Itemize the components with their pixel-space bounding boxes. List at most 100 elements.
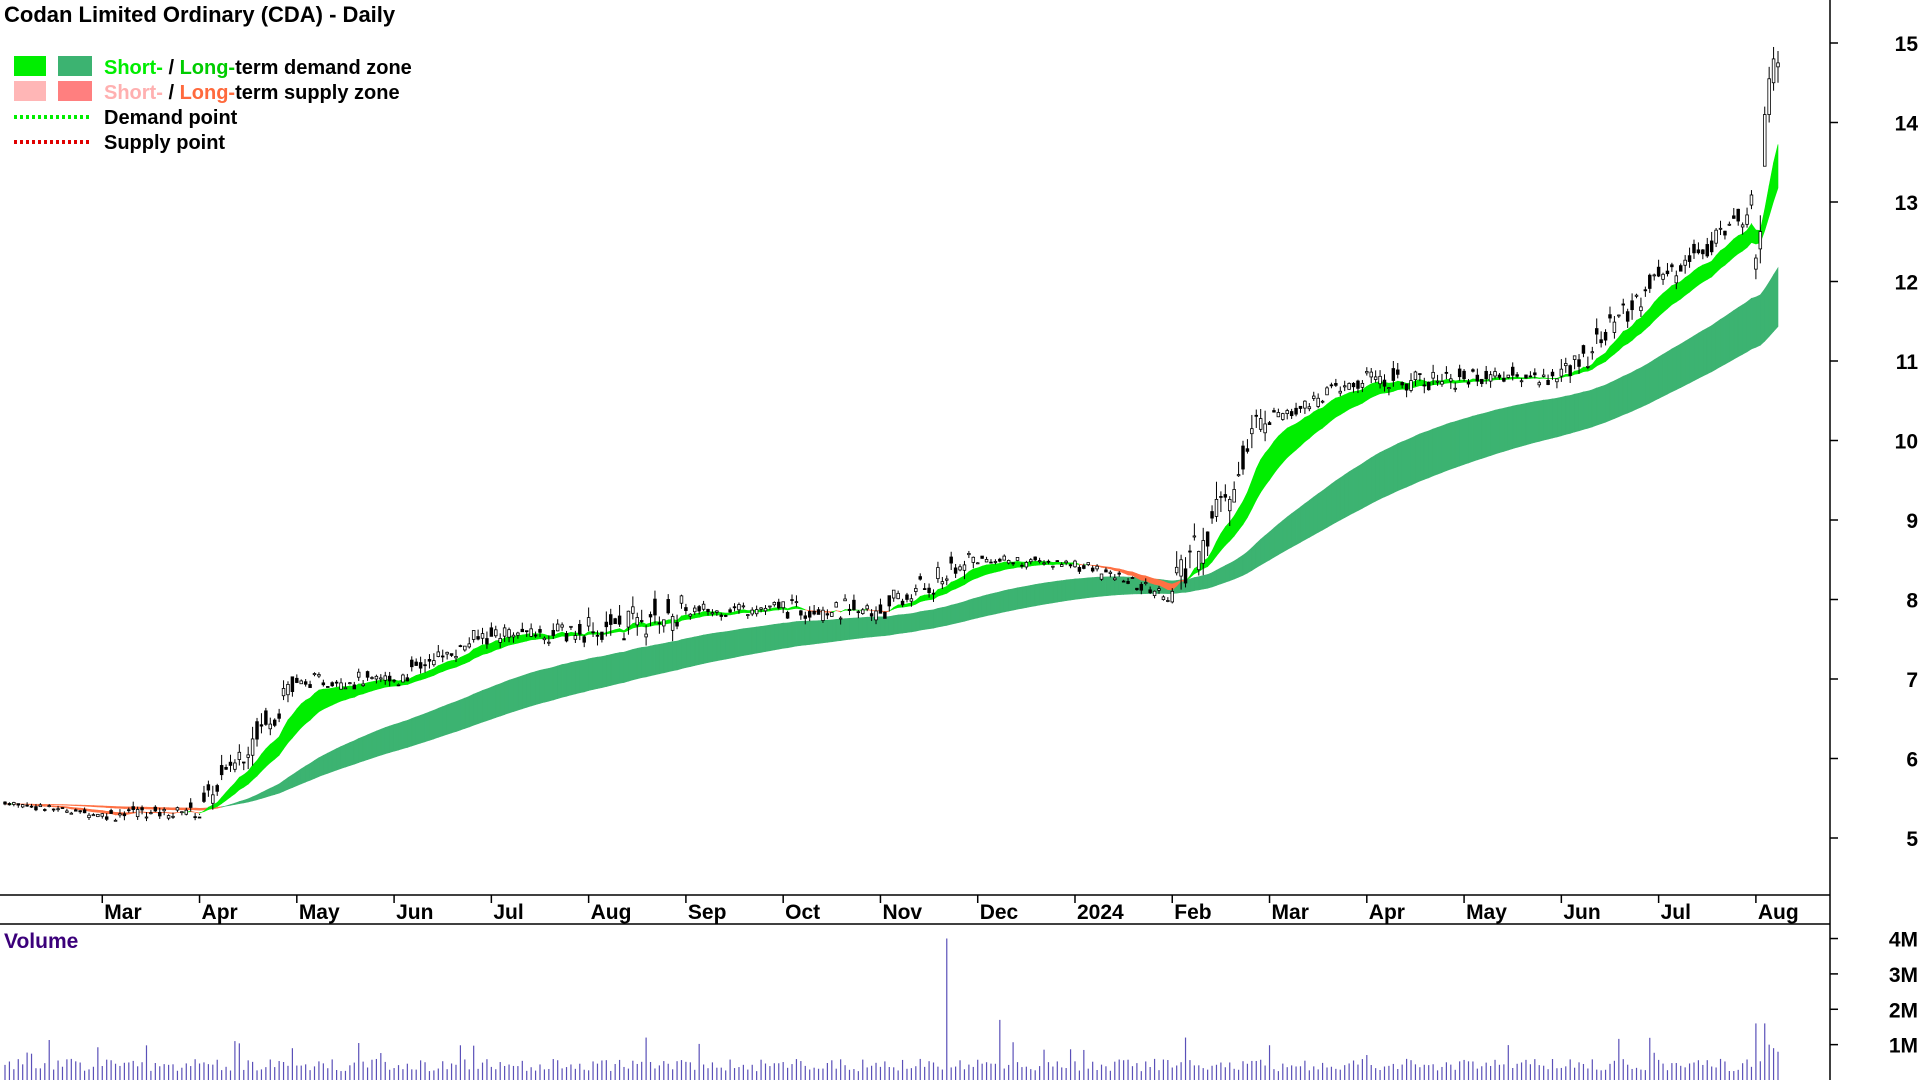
short-term-zone-segment	[1323, 404, 1327, 428]
long-term-zone-segment	[292, 772, 296, 788]
candle-body	[570, 626, 573, 627]
long-term-zone-segment	[1725, 314, 1729, 365]
long-term-zone-segment	[1035, 584, 1039, 606]
long-term-zone-segment	[814, 621, 818, 644]
candle-body	[322, 683, 325, 685]
long-term-zone-segment	[805, 621, 809, 645]
candle-body	[1697, 250, 1700, 253]
candle-body	[857, 612, 860, 613]
short-term-zone-segment	[1239, 501, 1243, 530]
candle-body	[1591, 352, 1594, 353]
candle-body	[1666, 271, 1669, 274]
candle-body	[1635, 295, 1638, 296]
long-term-zone-segment	[1358, 464, 1362, 511]
long-term-zone-segment	[673, 641, 677, 671]
long-term-zone-segment	[93, 806, 97, 807]
volume-tick-label: 2M	[1889, 999, 1918, 1022]
long-term-zone-segment	[1274, 524, 1278, 557]
long-term-zone-segment	[1694, 333, 1698, 380]
short-term-zone-segment	[412, 675, 416, 682]
short-term-zone-segment	[491, 641, 495, 652]
candle-body	[1746, 215, 1749, 224]
long-term-zone-segment	[1460, 419, 1464, 466]
long-term-zone-segment	[1243, 552, 1247, 575]
long-term-zone-segment	[301, 766, 305, 784]
candle-body	[530, 629, 533, 637]
long-term-zone-segment	[98, 806, 102, 807]
long-term-zone-segment	[757, 626, 761, 653]
candle-body	[1401, 382, 1404, 384]
short-term-zone-segment	[1495, 378, 1499, 380]
short-term-zone-segment	[456, 657, 460, 667]
short-term-zone-segment	[328, 688, 332, 707]
long-term-zone-segment	[1530, 402, 1534, 444]
long-term-zone-segment	[1102, 577, 1106, 596]
long-term-zone-segment	[1314, 494, 1318, 535]
short-term-zone-segment	[376, 680, 380, 689]
long-term-zone-segment	[1729, 310, 1733, 361]
long-term-zone-segment	[1747, 298, 1751, 351]
candle-body	[508, 630, 511, 638]
candle-body	[167, 816, 170, 819]
long-term-zone-segment	[1000, 591, 1004, 613]
candle-body	[127, 810, 130, 811]
short-term-zone-segment	[1283, 428, 1287, 462]
candle-body	[1467, 382, 1470, 384]
long-term-zone-segment	[1420, 432, 1424, 481]
short-term-zone-segment	[1305, 415, 1309, 441]
candle-body	[30, 806, 33, 807]
short-term-zone-segment	[1340, 395, 1344, 415]
long-term-zone-segment	[1371, 455, 1375, 503]
legend-entry-part: Long-	[180, 57, 236, 79]
candle-body	[662, 620, 665, 626]
candle-body	[1419, 374, 1422, 375]
long-term-zone-segment	[257, 793, 261, 800]
short-term-zone-segment	[1659, 293, 1663, 316]
short-term-zone-segment	[695, 613, 699, 618]
long-term-zone-segment	[832, 619, 836, 641]
short-term-zone-segment	[1331, 398, 1335, 420]
long-term-zone-segment	[898, 615, 902, 634]
long-term-zone-segment	[1561, 396, 1565, 436]
candle-body	[817, 610, 820, 615]
candle-body	[1551, 372, 1554, 376]
candle-body	[773, 602, 776, 604]
candle-body	[1432, 372, 1435, 378]
long-term-zone-segment	[354, 739, 358, 765]
candle-body	[428, 659, 431, 661]
candle-body	[70, 813, 73, 814]
long-term-zone-segment	[925, 610, 929, 629]
short-term-zone-segment	[1274, 436, 1278, 473]
short-term-zone-segment	[1716, 251, 1720, 273]
y-tick-label: 15	[1895, 33, 1919, 56]
short-term-zone-segment	[681, 615, 685, 620]
candle-body	[490, 628, 493, 637]
short-term-zone-segment	[222, 792, 226, 803]
short-term-zone-segment	[1119, 569, 1123, 573]
short-term-zone-segment	[1079, 564, 1083, 565]
candle-body	[1458, 369, 1461, 377]
long-term-zone-segment	[796, 621, 800, 646]
long-term-zone-segment	[1106, 577, 1110, 596]
short-term-zone-segment	[770, 608, 774, 611]
long-term-zone-segment	[1667, 349, 1671, 394]
long-term-zone-segment	[522, 674, 526, 708]
candle-body	[1162, 597, 1165, 600]
candle-body	[1710, 241, 1713, 252]
long-term-zone-segment	[1442, 424, 1446, 472]
short-term-zone-segment	[1150, 577, 1154, 584]
long-term-zone-segment	[889, 616, 893, 635]
candle-body	[1352, 383, 1355, 386]
long-term-zone-segment	[743, 628, 747, 655]
candle-body	[583, 637, 586, 642]
short-term-zone-segment	[987, 564, 991, 574]
candle-body	[265, 711, 268, 725]
long-term-zone-segment	[1429, 429, 1433, 478]
candle-body	[1100, 574, 1103, 579]
short-term-zone-segment	[1336, 397, 1340, 417]
short-term-zone-segment	[1597, 356, 1601, 366]
short-term-zone-segment	[788, 607, 792, 610]
long-term-zone-segment	[1057, 581, 1061, 602]
short-term-zone-segment	[1628, 326, 1632, 344]
candle-body	[326, 686, 329, 687]
